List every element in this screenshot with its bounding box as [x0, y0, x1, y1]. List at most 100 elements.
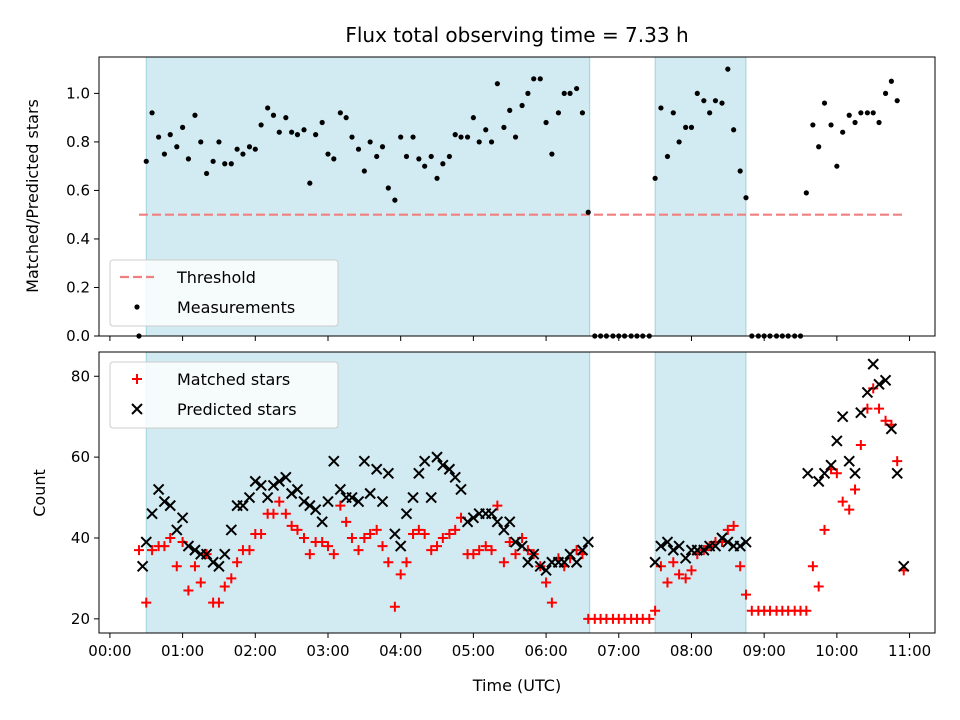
x-tick-label: 06:00: [524, 642, 567, 660]
marker-stroke: [316, 516, 328, 528]
y-tick-label: 0.6: [66, 181, 90, 199]
observing-span-2: [654, 351, 747, 634]
data-point: [716, 532, 728, 544]
axes-frame: [98, 351, 936, 634]
data-point: [283, 115, 289, 121]
x-tick-label: 01:00: [161, 642, 204, 660]
marker-stroke: [825, 459, 837, 471]
data-point: [801, 605, 812, 616]
marker-stroke: [176, 512, 189, 524]
data-point: [219, 581, 230, 592]
data-point: [735, 561, 746, 572]
marker-stroke: [673, 540, 685, 552]
data-point: [450, 524, 461, 535]
marker-stroke: [522, 545, 533, 556]
data-point: [385, 185, 391, 191]
data-point: [331, 156, 337, 162]
data-point: [876, 119, 882, 126]
data-point: [222, 161, 228, 167]
x-tick-label: 04:00: [379, 642, 422, 660]
data-point: [467, 512, 480, 524]
data-point: [825, 459, 837, 471]
marker-stroke: [468, 549, 479, 560]
data-point: [225, 524, 238, 536]
marker-stroke: [492, 500, 503, 511]
data-point: [292, 524, 303, 535]
data-point: [858, 110, 864, 116]
marker-stroke: [570, 556, 583, 568]
data-point: [422, 163, 428, 169]
marker-stroke: [261, 491, 274, 504]
marker-stroke: [309, 503, 322, 516]
marker-stroke: [400, 508, 413, 520]
marker-stroke: [171, 524, 183, 536]
data-point: [261, 491, 274, 504]
marker-stroke: [735, 561, 746, 572]
data-point: [644, 613, 655, 624]
marker-stroke: [722, 536, 734, 548]
marker-stroke: [249, 475, 262, 488]
marker-stroke: [365, 528, 376, 539]
data-point: [437, 532, 448, 543]
data-point: [322, 495, 334, 508]
data-point: [534, 560, 546, 572]
data-point: [541, 577, 552, 588]
marker-stroke: [534, 560, 546, 572]
marker-stroke: [541, 577, 552, 588]
x-tick-label: 07:00: [597, 642, 640, 660]
data-point: [474, 545, 485, 556]
data-point: [810, 122, 816, 128]
marker-stroke: [844, 504, 855, 515]
marker-stroke: [389, 601, 400, 612]
marker-stroke: [722, 524, 733, 535]
data-point: [316, 516, 328, 528]
data-point: [161, 151, 168, 157]
marker-stroke: [528, 548, 540, 560]
data-point: [328, 549, 339, 560]
marker-stroke: [850, 484, 861, 495]
data-point: [855, 406, 867, 419]
data-point: [582, 536, 594, 548]
data-point: [394, 540, 407, 552]
data-point: [818, 467, 831, 480]
marker-stroke: [509, 536, 522, 548]
data-point: [167, 132, 173, 138]
data-point: [159, 541, 170, 552]
data-point: [879, 374, 892, 387]
data-point: [246, 144, 253, 150]
data-point: [410, 134, 416, 140]
data-point: [256, 528, 267, 539]
legend-box: [109, 259, 339, 327]
data-point: [210, 158, 216, 164]
data-point: [147, 545, 158, 556]
data-point: [676, 139, 682, 145]
data-point: [370, 463, 383, 475]
data-point: [171, 524, 183, 536]
data-point: [722, 524, 733, 535]
marker-stroke: [285, 487, 298, 500]
marker-stroke: [225, 524, 238, 536]
marker-stroke: [395, 569, 406, 580]
data-point: [449, 471, 461, 484]
marker-stroke: [740, 589, 751, 600]
x-tick-label: 09:00: [743, 642, 786, 660]
data-point: [140, 536, 152, 548]
marker-stroke: [322, 495, 334, 508]
data-point: [868, 383, 879, 394]
data-point: [252, 146, 258, 152]
data-point: [377, 541, 388, 552]
marker-stroke: [322, 541, 333, 552]
x-tick-label: 10:00: [815, 642, 858, 660]
data-point: [395, 569, 406, 580]
data-point: [416, 156, 422, 162]
data-point: [164, 499, 176, 512]
data-point: [667, 544, 680, 556]
marker-stroke: [807, 561, 818, 572]
marker-stroke: [383, 557, 394, 568]
data-point: [268, 508, 279, 519]
marker-stroke: [674, 569, 685, 580]
data-point: [501, 124, 507, 130]
data-point: [207, 556, 219, 568]
data-point: [485, 508, 498, 520]
marker-stroke: [836, 410, 849, 423]
